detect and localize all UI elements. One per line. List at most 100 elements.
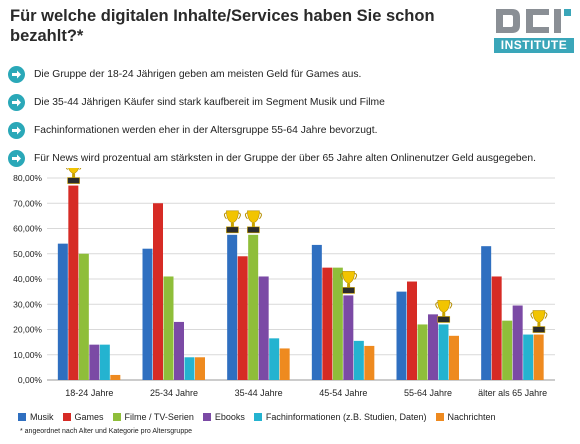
trophy-cup xyxy=(68,168,80,174)
y-tick-label: 70,00% xyxy=(13,198,42,208)
x-tick-label: 25-34 Jahre xyxy=(150,388,198,398)
trophy-cup xyxy=(226,210,239,224)
trophy-base xyxy=(532,326,546,333)
legend-swatch xyxy=(253,413,262,421)
bar xyxy=(153,203,163,380)
bar xyxy=(78,253,89,380)
legend-label: Nachrichten xyxy=(447,412,496,422)
bar xyxy=(195,357,205,380)
y-tick-label: 60,00% xyxy=(13,224,42,234)
y-tick-label: 40,00% xyxy=(13,274,42,284)
bar xyxy=(237,256,248,380)
legend-label: Fachinformationen (z.B. Studien, Daten) xyxy=(265,412,427,422)
bar xyxy=(110,374,121,380)
bar xyxy=(502,320,513,380)
y-tick-label: 80,00% xyxy=(13,173,42,183)
trophy-handles xyxy=(340,272,358,280)
bar xyxy=(311,244,322,380)
bar xyxy=(258,276,269,380)
trophy-stem xyxy=(251,222,255,227)
finding-item: Die Gruppe der 18-24 Jährigen geben am m… xyxy=(8,60,573,88)
dci-logo-mark xyxy=(496,9,571,33)
bar xyxy=(227,234,238,380)
bar xyxy=(491,276,502,380)
trophy-handles xyxy=(244,212,262,220)
trophy-stem xyxy=(72,173,76,178)
trophy-stem xyxy=(347,283,351,288)
trophy-base xyxy=(67,177,80,184)
arrow-right-icon xyxy=(8,93,25,111)
page-title: Für welche digitalen Inhalte/Services ha… xyxy=(10,7,435,45)
bar xyxy=(332,267,343,380)
bar xyxy=(89,344,100,380)
legend-swatch xyxy=(18,413,26,421)
y-tick-label: 50,00% xyxy=(13,249,42,259)
finding-item: Die 35-44 Jährigen Käufer sind stark kau… xyxy=(8,88,573,116)
y-tick-label: 20,00% xyxy=(13,325,42,335)
bar xyxy=(68,185,79,380)
trophy-handles xyxy=(530,312,548,319)
legend-item: Fachinformationen (z.B. Studien, Daten) xyxy=(253,412,427,422)
trophy-icon xyxy=(530,310,548,333)
bar xyxy=(438,324,449,380)
trophy-handles xyxy=(435,301,453,309)
legend-label: Ebooks xyxy=(214,412,245,422)
bar xyxy=(269,338,280,380)
trophy-stem xyxy=(442,312,446,317)
dci-institute-logo: INSTITUTE xyxy=(494,7,574,53)
trophy-icon xyxy=(340,271,358,294)
bar xyxy=(142,248,153,380)
logo-text: INSTITUTE xyxy=(494,38,574,53)
bar xyxy=(417,324,428,380)
finding-item: Für News wird prozentual am stärksten in… xyxy=(8,144,573,172)
legend-item: Filme / TV-Serien xyxy=(112,412,194,422)
trophy-icon xyxy=(244,210,262,234)
bar xyxy=(407,281,417,380)
legend-item: Games xyxy=(62,412,104,422)
legend-label: Filme / TV-Serien xyxy=(124,412,194,422)
legend-item: Ebooks xyxy=(202,412,245,422)
finding-text: Die Gruppe der 18-24 Jährigen geben am m… xyxy=(34,68,362,80)
x-tick-label: 18-24 Jahre xyxy=(65,388,113,398)
bar xyxy=(279,348,290,380)
bar xyxy=(512,305,523,380)
bar xyxy=(364,345,375,380)
trophy-cup xyxy=(342,271,355,284)
legend-item: Nachrichten xyxy=(435,412,496,422)
bar xyxy=(322,267,333,380)
bar-chart: 0,00% 10,00% 20,00% 30,00% 40,00% 50,00% 60,00… xyxy=(13,168,555,398)
bar xyxy=(248,234,259,380)
bar xyxy=(343,295,354,380)
arrow-right-icon xyxy=(8,65,25,83)
footnote: * angeordnet nach Alter und Kategorie pr… xyxy=(20,428,193,435)
bar xyxy=(99,344,110,380)
finding-text: Für News wird prozentual am stärksten in… xyxy=(34,152,536,164)
bar xyxy=(163,276,174,380)
finding-text: Fachinformationen werden eher in der Alt… xyxy=(34,124,378,136)
legend-swatch xyxy=(435,413,444,421)
arrow-right-icon xyxy=(8,121,25,139)
bar xyxy=(174,321,184,380)
bar xyxy=(428,314,438,380)
legend-swatch xyxy=(202,413,211,421)
trophy-cup xyxy=(247,210,260,224)
trophy-handles xyxy=(223,212,241,220)
y-tick-label: 10,00% xyxy=(13,350,42,360)
chart-legend: Musik Games Filme / TV-Serien Ebooks Fachinf… xyxy=(18,410,505,424)
finding-text: Die 35-44 Jährigen Käufer sind stark kau… xyxy=(34,96,385,108)
bar xyxy=(57,243,68,380)
trophy-base xyxy=(342,287,355,294)
bar xyxy=(533,334,544,380)
bar xyxy=(449,335,459,380)
key-findings-list: Die Gruppe der 18-24 Jährigen geben am m… xyxy=(8,60,573,172)
x-tick-label: 55-64 Jahre xyxy=(404,388,452,398)
y-tick-label: 0,00% xyxy=(18,375,43,385)
trophy-stem xyxy=(537,322,541,327)
legend-item: Musik xyxy=(18,412,54,422)
bar xyxy=(523,334,534,380)
x-tick-label: älter als 65 Jahre xyxy=(478,388,547,398)
trophy-icon xyxy=(223,210,241,234)
x-tick-label: 45-54 Jahre xyxy=(319,388,367,398)
trophy-handles xyxy=(65,168,82,170)
trophy-icon xyxy=(65,168,82,184)
